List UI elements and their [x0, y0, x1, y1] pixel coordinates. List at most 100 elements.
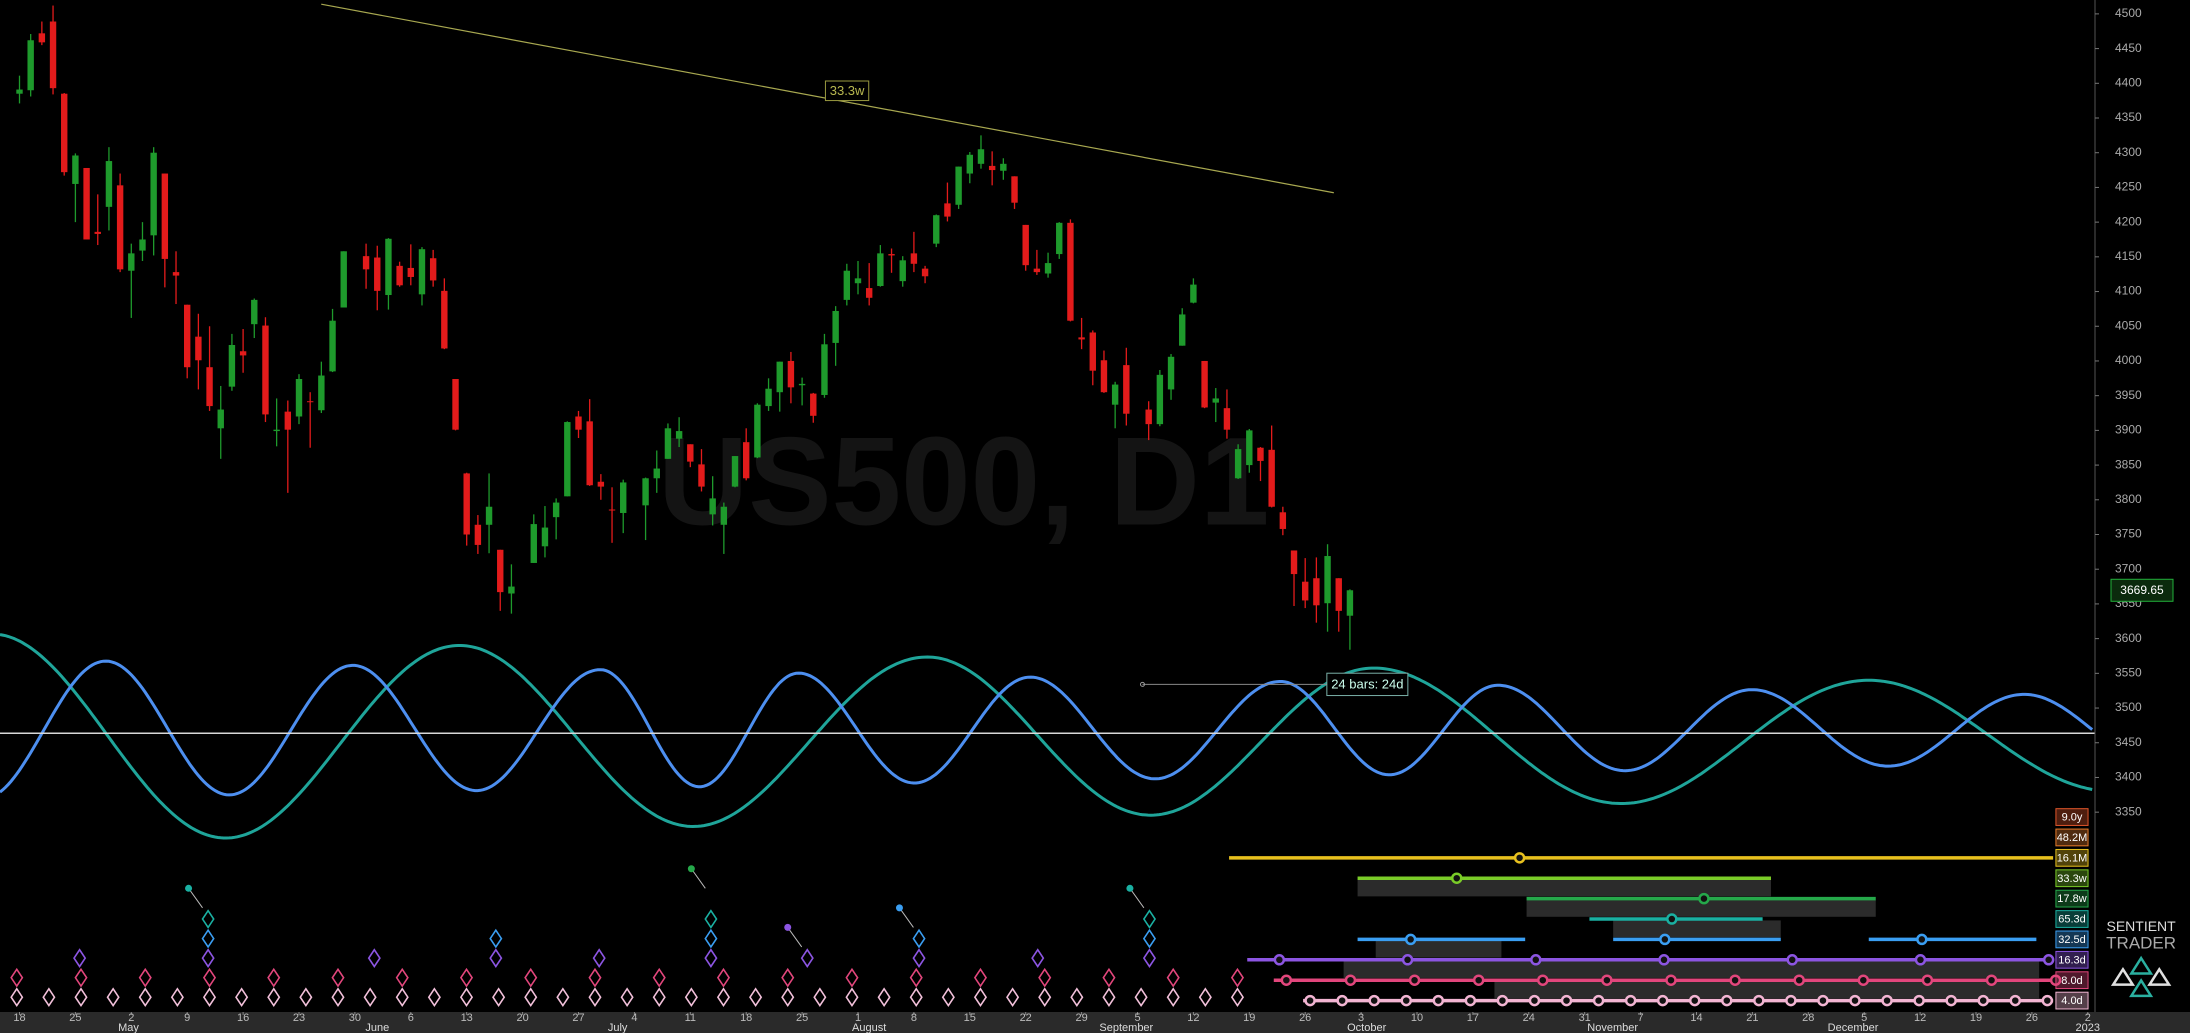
candle-body	[1257, 447, 1264, 461]
y-tick-label: 4300	[2115, 145, 2142, 159]
candle-body	[854, 278, 862, 284]
candle-body	[184, 304, 191, 368]
candle-body	[485, 506, 493, 525]
x-tick-label: 5	[1134, 1012, 1140, 1024]
candle-body	[306, 401, 314, 403]
cycle-node	[1464, 994, 1477, 1007]
x-tick-label: 10	[1411, 1012, 1423, 1024]
candle-body	[1067, 222, 1074, 321]
x-tick-label: 22	[1020, 1012, 1032, 1024]
x-tick-label: 24	[1523, 1012, 1535, 1024]
candle-body	[1212, 398, 1219, 403]
cycle-band	[1526, 900, 1876, 917]
month-label: July	[608, 1022, 628, 1033]
cycle-marker	[800, 948, 814, 968]
cycle-pin-head	[784, 923, 792, 931]
cycle-marker	[704, 909, 718, 929]
cycle-pin	[690, 868, 706, 889]
cycle-marker	[170, 987, 184, 1008]
cycle-node	[1985, 974, 1998, 986]
candle-body	[418, 249, 426, 295]
candle-body	[955, 166, 962, 205]
cycle-pin-head	[895, 904, 903, 912]
x-tick-label: 17	[1467, 1012, 1479, 1024]
cycle-band	[1343, 961, 2040, 978]
candle-body	[1033, 268, 1041, 273]
cycle-marker	[201, 948, 215, 968]
cycle-marker	[524, 987, 538, 1008]
x-tick-label: 25	[796, 1012, 808, 1024]
candle-body	[921, 268, 929, 277]
watermark: US500, D1	[658, 413, 1269, 552]
candle-body	[1190, 284, 1197, 303]
cycle-node	[1400, 994, 1413, 1007]
candle-body	[273, 429, 280, 432]
month-label: August	[852, 1022, 886, 1033]
y-tick-label: 3750	[2115, 527, 2142, 541]
cycle-pin-head	[185, 884, 193, 892]
cycle-node	[1624, 994, 1637, 1007]
x-tick-label: 1	[855, 1012, 861, 1024]
cycle-marker	[716, 987, 731, 1008]
candle-body	[541, 527, 549, 547]
candle-body	[139, 239, 146, 251]
cycle-node	[1656, 994, 1669, 1007]
annotation-box	[824, 80, 870, 102]
cycle-node	[1304, 994, 1316, 1007]
candle-body	[38, 33, 46, 43]
cycle-node	[1914, 954, 1927, 966]
cycle-node	[1729, 974, 1741, 986]
candle-body	[128, 253, 135, 271]
cycle-node	[1513, 852, 1526, 864]
cycle-marker	[1198, 987, 1212, 1008]
cycle-marker	[10, 967, 24, 988]
cycle-node	[2009, 994, 2022, 1007]
candle-body	[340, 251, 347, 308]
cycle-label-box	[2055, 950, 2089, 969]
cycle-marker	[1166, 967, 1180, 988]
cycle-node	[1537, 974, 1549, 986]
cycle-marker	[845, 967, 859, 988]
cycle-marker	[1102, 967, 1116, 988]
cycle-marker	[1134, 987, 1148, 1008]
cycle-node	[1857, 974, 1870, 986]
candle-body	[1044, 263, 1052, 274]
cycle-marker	[367, 948, 381, 968]
cycle-node	[1472, 974, 1485, 986]
cycle-node	[1786, 954, 1798, 966]
candle-body	[933, 215, 940, 244]
candle-body	[620, 482, 627, 513]
candle-body	[798, 383, 806, 386]
cycle-node	[1530, 954, 1542, 966]
y-tick-label: 3800	[2115, 492, 2142, 506]
cycle-node	[1921, 974, 1934, 986]
candle-body	[49, 21, 57, 89]
candle-body	[754, 404, 761, 458]
candle-body	[362, 256, 370, 270]
cycle-marker	[106, 987, 120, 1008]
cycle-node	[1592, 994, 1605, 1007]
candle-body	[865, 288, 873, 298]
cycle-marker	[704, 928, 718, 949]
candle-body	[564, 422, 571, 497]
candle-body	[452, 379, 459, 430]
cycle-node	[1658, 954, 1670, 966]
cycle-marker	[877, 987, 891, 1008]
y-tick-label: 3900	[2115, 423, 2142, 437]
cycle-node	[1450, 872, 1463, 884]
cycle-marker	[427, 987, 441, 1008]
logo-mark	[2110, 966, 2136, 986]
cycle-marker	[620, 987, 634, 1008]
candle-body	[1313, 578, 1320, 606]
candle-body	[552, 502, 560, 518]
logo-text: SENTIENT	[2106, 918, 2176, 934]
candle-body	[61, 93, 68, 173]
cycle-marker	[1038, 967, 1052, 988]
cycle-label: 65.3d	[2058, 914, 2086, 926]
candle-body	[1223, 408, 1231, 430]
x-tick-label: 7	[1638, 1012, 1644, 1024]
month-label: November	[1587, 1022, 1638, 1033]
candle-body	[374, 257, 381, 291]
